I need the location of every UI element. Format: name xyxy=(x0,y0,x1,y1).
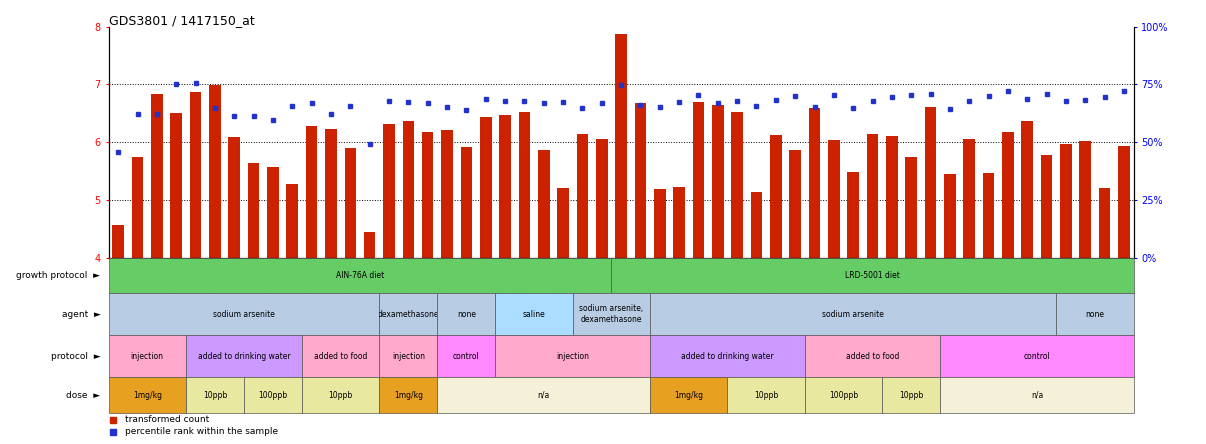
Bar xyxy=(615,34,627,444)
Text: injection: injection xyxy=(556,352,590,361)
Bar xyxy=(829,140,839,444)
Bar xyxy=(634,103,646,444)
Text: agent  ►: agent ► xyxy=(62,309,100,319)
Text: transformed count: transformed count xyxy=(125,415,210,424)
Text: added to food: added to food xyxy=(845,352,900,361)
Text: sodium arsenite: sodium arsenite xyxy=(822,309,884,319)
Bar xyxy=(596,139,608,444)
Text: 10ppb: 10ppb xyxy=(754,391,778,400)
Text: 10ppb: 10ppb xyxy=(203,391,227,400)
Bar xyxy=(228,137,240,444)
Bar xyxy=(247,163,259,444)
Text: saline: saline xyxy=(522,309,545,319)
Text: 10ppb: 10ppb xyxy=(328,391,353,400)
Bar xyxy=(557,188,569,444)
Text: protocol  ►: protocol ► xyxy=(51,352,100,361)
Bar xyxy=(480,117,492,444)
Bar xyxy=(750,192,762,444)
Bar xyxy=(712,105,724,444)
Bar xyxy=(287,184,298,444)
Bar xyxy=(1002,132,1014,444)
Bar xyxy=(848,171,859,444)
Text: 100ppb: 100ppb xyxy=(258,391,287,400)
Bar xyxy=(654,189,666,444)
Text: none: none xyxy=(457,309,476,319)
Bar xyxy=(345,148,356,444)
Bar xyxy=(461,147,473,444)
Bar xyxy=(499,115,511,444)
Text: percentile rank within the sample: percentile rank within the sample xyxy=(125,427,279,436)
Bar xyxy=(867,134,878,444)
Bar xyxy=(326,129,336,444)
Bar xyxy=(170,113,182,444)
Bar xyxy=(1021,121,1034,444)
Text: injection: injection xyxy=(130,352,164,361)
Bar xyxy=(769,135,781,444)
Text: GDS3801 / 1417150_at: GDS3801 / 1417150_at xyxy=(109,14,254,27)
Text: growth protocol  ►: growth protocol ► xyxy=(17,271,100,280)
Bar xyxy=(964,139,974,444)
Bar xyxy=(944,174,955,444)
Bar xyxy=(731,112,743,444)
Bar xyxy=(673,186,685,444)
Bar xyxy=(151,94,163,444)
Bar xyxy=(538,150,550,444)
Bar xyxy=(906,157,917,444)
Text: sodium arsenite,
dexamethasone: sodium arsenite, dexamethasone xyxy=(579,305,644,324)
Bar xyxy=(1118,146,1130,444)
Bar xyxy=(692,102,704,444)
Text: 1mg/kg: 1mg/kg xyxy=(394,391,423,400)
Text: sodium arsenite: sodium arsenite xyxy=(213,309,275,319)
Bar xyxy=(422,132,433,444)
Bar xyxy=(209,85,221,444)
Bar xyxy=(189,92,201,444)
Text: added to drinking water: added to drinking water xyxy=(681,352,774,361)
Text: AIN-76A diet: AIN-76A diet xyxy=(335,271,384,280)
Bar xyxy=(576,134,589,444)
Text: added to food: added to food xyxy=(314,352,368,361)
Text: n/a: n/a xyxy=(538,391,550,400)
Text: dexamethasone: dexamethasone xyxy=(377,309,439,319)
Bar xyxy=(131,157,144,444)
Bar xyxy=(306,127,317,444)
Bar xyxy=(268,167,279,444)
Bar xyxy=(790,150,801,444)
Text: 100ppb: 100ppb xyxy=(829,391,859,400)
Bar xyxy=(1079,141,1091,444)
Text: none: none xyxy=(1085,309,1105,319)
Text: 10ppb: 10ppb xyxy=(900,391,924,400)
Bar xyxy=(1099,188,1111,444)
Text: n/a: n/a xyxy=(1031,391,1043,400)
Bar xyxy=(384,123,394,444)
Bar xyxy=(1041,155,1053,444)
Bar xyxy=(519,112,531,444)
Text: control: control xyxy=(453,352,480,361)
Bar xyxy=(403,121,414,444)
Bar xyxy=(1060,144,1072,444)
Bar xyxy=(112,225,124,444)
Text: added to drinking water: added to drinking water xyxy=(198,352,291,361)
Bar xyxy=(925,107,936,444)
Text: LRD-5001 diet: LRD-5001 diet xyxy=(845,271,900,280)
Bar xyxy=(983,173,995,444)
Bar xyxy=(886,136,897,444)
Text: control: control xyxy=(1024,352,1050,361)
Text: dose  ►: dose ► xyxy=(66,391,100,400)
Bar xyxy=(441,130,452,444)
Text: injection: injection xyxy=(392,352,425,361)
Text: 1mg/kg: 1mg/kg xyxy=(674,391,703,400)
Bar xyxy=(364,232,375,444)
Text: 1mg/kg: 1mg/kg xyxy=(133,391,162,400)
Bar xyxy=(809,108,820,444)
